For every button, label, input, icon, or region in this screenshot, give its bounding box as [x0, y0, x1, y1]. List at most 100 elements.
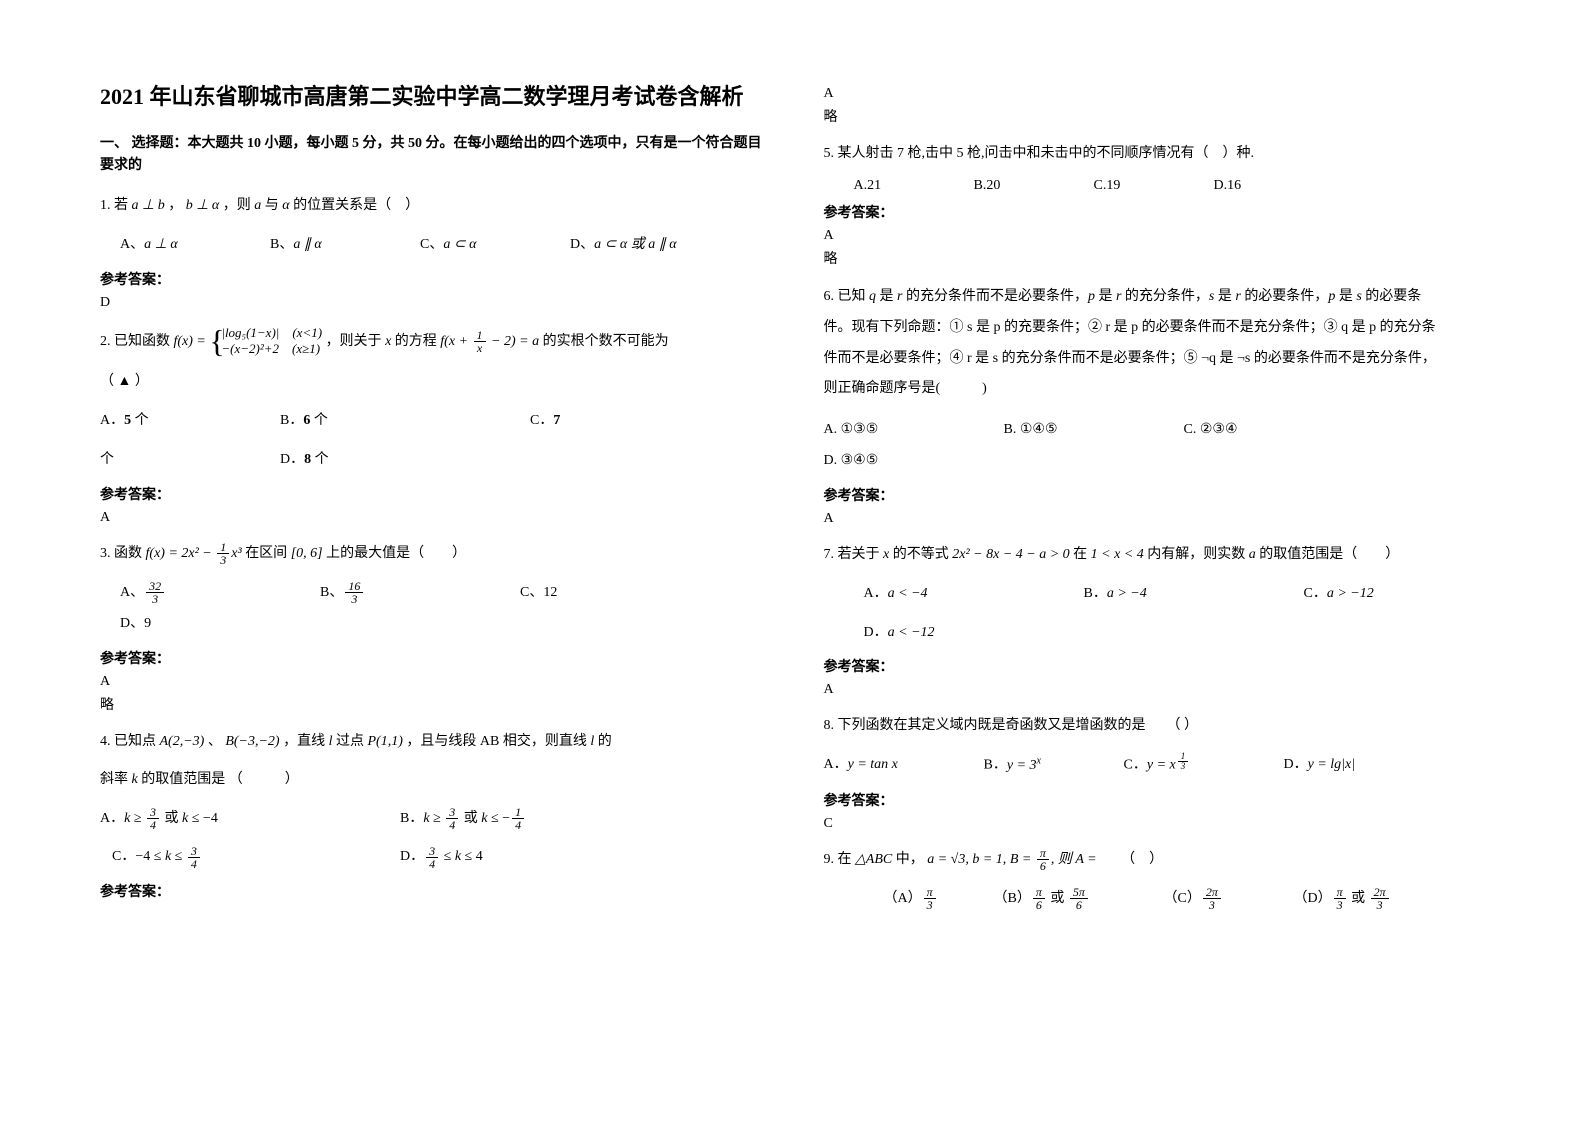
q9-options: （A）π3 （B）π6 或 5π6 （C）2π3 （D）π3 或 2π3	[824, 884, 1488, 915]
q7-optA: A．a < −4	[864, 579, 1084, 610]
q3-optD-lab: D、	[120, 616, 144, 631]
q2-options-row2: 个 D．8 个	[100, 445, 764, 476]
q1-cond1: a ⊥ b	[132, 198, 165, 213]
q9-optD-or: 或	[1348, 891, 1369, 906]
q4-stem-mid2: 过点	[336, 734, 368, 749]
q6-pre: 6. 已知	[824, 289, 870, 304]
q9-optB-p1d: 6	[1033, 899, 1045, 911]
q1-optC: C、a ⊂ α	[420, 230, 570, 261]
q2-optC: C．7	[530, 406, 680, 437]
q7-options-r2: D．a < −12	[824, 618, 1488, 649]
q1-optA-math: a ⊥ α	[144, 237, 178, 252]
q4-line2-post: 的取值范围是 （ ）	[141, 772, 299, 787]
q8-optC-lab: C．	[1124, 758, 1147, 773]
q1-conj: 与	[265, 198, 283, 213]
q8-optD: D．y = lg|x|	[1284, 750, 1434, 781]
question-8: 8. 下列函数在其定义域内既是奇函数又是增函数的是 （ ）	[824, 712, 1488, 740]
q3-optB: B、163	[320, 578, 520, 609]
q2-answer: A	[100, 510, 764, 526]
q3-answer: A	[100, 674, 764, 690]
q7-va: a	[1249, 547, 1256, 562]
q2-optD-unit: 个	[311, 452, 329, 467]
q6-line4: 则正确命题序号是( )	[824, 381, 987, 396]
q9-tri: △ABC	[855, 852, 892, 867]
q7-optD-math: a < −12	[888, 625, 935, 640]
q4-line-l: l	[329, 734, 333, 749]
q2-pw-r2: −(x−2)²+2 (x≥1)	[221, 341, 322, 358]
left-column: 2021 年山东省聊城市高唐第二实验中学高二数学理月考试卷含解析 一、 选择题：…	[85, 80, 794, 1082]
q7-mid3: 内有解，则实数	[1147, 547, 1249, 562]
q2-optB-unit: 个	[310, 413, 328, 428]
q2-ans-label: 参考答案：	[100, 484, 764, 504]
q2-fn-lhs: f(x) =	[174, 334, 210, 349]
q1-optB: B、a ∥ α	[270, 230, 420, 261]
q7-optB: B．a > −4	[1084, 579, 1304, 610]
q6-optC: C. ②③④	[1184, 415, 1364, 446]
q2-eq: f(x + 1x − 2) = a	[440, 334, 542, 349]
q4-line2-pre: 斜率	[100, 772, 132, 787]
q3-optC-v: 12	[543, 585, 557, 600]
question-1: 1. 若 a ⊥ b ， b ⊥ α ，则 a 与 α 的位置关系是（ ）	[100, 192, 764, 220]
q4-answer: A	[824, 86, 1488, 102]
q4-ptA: A(2,−3)	[160, 734, 205, 749]
q9-optD: （D）π3 或 2π3	[1294, 884, 1444, 915]
q4-optB-lab: B．	[400, 811, 423, 826]
q3-stem-pre: 3. 函数	[100, 546, 146, 561]
q6-answer: A	[824, 511, 1488, 527]
q6-line2: 件。现有下列命题：① s 是 p 的充要条件；② r 是 p 的必要条件而不是充…	[824, 320, 1436, 335]
q6-vq: q	[869, 289, 876, 304]
q9-post: （ ）	[1100, 852, 1163, 867]
q3-optA: A、323	[120, 578, 320, 609]
q7-optD-lab: D．	[864, 625, 888, 640]
q5-options: A.21 B.20 C.19 D.16	[854, 178, 1488, 194]
q4-sep1: 、	[208, 734, 222, 749]
q6-t5: 是	[1214, 289, 1235, 304]
q6-optB: B. ①④⑤	[1004, 415, 1184, 446]
q1-optD: D、a ⊂ α 或 a ∥ α	[570, 230, 720, 261]
q5-omit: 略	[824, 248, 1488, 268]
q3-options: A、323 B、163 C、12 D、9	[100, 578, 764, 640]
q4-optA: A．k ≥ 34 或 k ≤ −4	[100, 804, 400, 835]
q6-t3: 是	[1095, 289, 1116, 304]
q1-stem-pre: 1. 若	[100, 198, 132, 213]
q4-omit: 略	[824, 106, 1488, 126]
q2-mark: （ ▲ ）	[100, 368, 764, 396]
q7-vx: x	[883, 547, 889, 562]
q9-cond: a = √3, b = 1, B = π6, 则 A =	[927, 852, 1096, 867]
q1-options: A、a ⊥ α B、a ∥ α C、a ⊂ α D、a ⊂ α 或 a ∥ α	[100, 230, 764, 261]
q2-pw-r1: |log₅(1−x)| (x<1)	[221, 325, 322, 342]
q1-optB-lab: B、	[270, 237, 293, 252]
q2-optA: A．5 个	[100, 406, 280, 437]
q4-ptP: P(1,1)	[368, 734, 403, 749]
q1-optA-lab: A、	[120, 237, 144, 252]
q1-stem-mid: ，则	[223, 198, 255, 213]
q3-optB-den: 3	[345, 593, 363, 605]
q1-var2: α	[282, 198, 289, 213]
q2-stem-mid2: 的方程	[395, 334, 441, 349]
q3-optD-v: 9	[144, 616, 151, 631]
q2-optD: D．8 个	[280, 445, 430, 476]
q8-optD-math: y = lg|x|	[1308, 757, 1355, 772]
q2-optB: B．6 个	[280, 406, 530, 437]
q8-optB-lab: B．	[984, 758, 1007, 773]
q6-options: A. ①③⑤ B. ①④⑤ C. ②③④ D. ③④⑤	[824, 415, 1488, 477]
q7-ans-label: 参考答案：	[824, 656, 1488, 676]
q3-ans-label: 参考答案：	[100, 648, 764, 668]
q1-optD-lab: D、	[570, 237, 594, 252]
q6-t8: 的必要条	[1362, 289, 1422, 304]
q6-optD: D. ③④⑤	[824, 446, 974, 477]
q8-optA-math: y = tan x	[848, 757, 898, 772]
q4-var-k: k	[132, 772, 138, 787]
q4-line2: 斜率 k 的取值范围是 （ ）	[100, 766, 764, 794]
q5-optB: B.20	[974, 178, 1054, 194]
q7-optB-lab: B．	[1084, 586, 1107, 601]
question-6: 6. 已知 q 是 r 的充分条件而不是必要条件，p 是 r 的充分条件，s 是…	[824, 282, 1488, 405]
q2-optB-lab: B．	[280, 413, 303, 428]
q4-stem-mid3: ，且与线段 AB 相交，则直线	[406, 734, 590, 749]
q8-optC: C．y = x13	[1124, 750, 1284, 781]
q4-stem-pre: 4. 已知点	[100, 734, 160, 749]
q7-optB-math: a > −4	[1107, 586, 1147, 601]
q1-optC-lab: C、	[420, 237, 443, 252]
q2-optA-lab: A．	[100, 413, 124, 428]
q4-optC: C．−4 ≤ k ≤ 34	[100, 842, 400, 873]
